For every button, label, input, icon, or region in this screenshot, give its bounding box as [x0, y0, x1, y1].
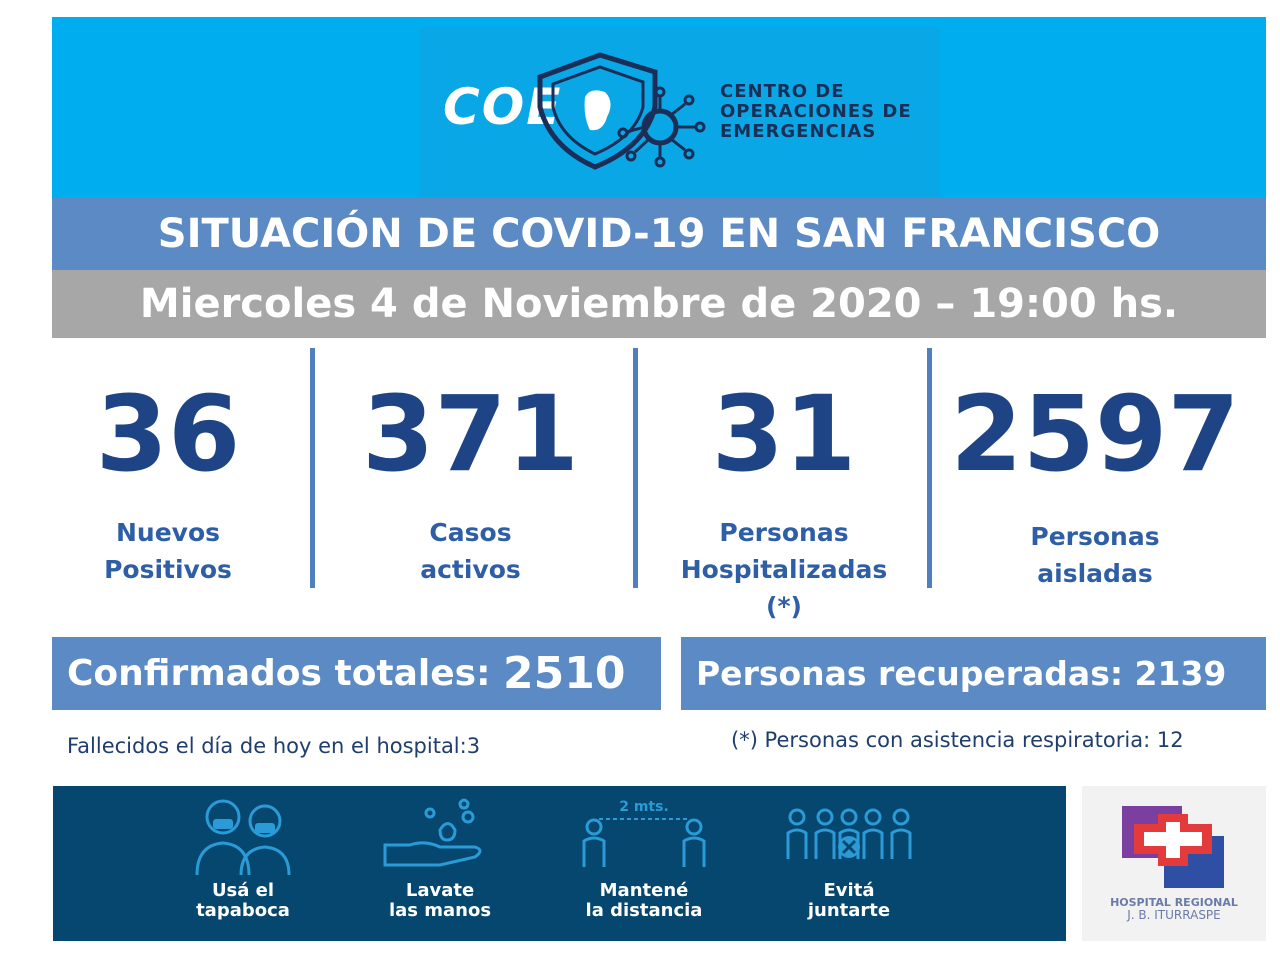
- stat-label-line: Personas: [1030, 522, 1160, 551]
- report-date: Miercoles 4 de Noviembre de 2020 – 19:00…: [52, 270, 1266, 338]
- social-distance-icon: 2 mts.: [582, 799, 706, 867]
- stat-label-line: Casos: [429, 518, 512, 547]
- coe-logo-text: CENTRO DE OPERACIONES DE EMERGENCIAS: [720, 82, 912, 142]
- tip-line: Usá el: [211, 880, 275, 901]
- tip-line: juntarte: [807, 900, 891, 921]
- mask-people-icon: [195, 799, 291, 875]
- tip-line: las manos: [388, 900, 492, 921]
- tip-line: tapaboca: [196, 900, 290, 921]
- recovered-total-label: Personas recuperadas:: [696, 654, 1135, 693]
- stat-label-line: aisladas: [1037, 559, 1153, 588]
- stat-value: 371: [361, 373, 580, 495]
- stat-label: Casos activos: [318, 514, 623, 588]
- deaths-note: Fallecidos el día de hoy en el hospital:…: [67, 734, 481, 758]
- stat-divider: [927, 348, 932, 588]
- coe-text-line: OPERACIONES DE: [720, 101, 912, 122]
- confirmed-total-value: 2510: [503, 648, 626, 699]
- stat-divider: [310, 348, 315, 588]
- stat-active-cases: 371 Casos activos: [318, 348, 623, 588]
- tip-wash-hands: Lavate las manos: [365, 795, 515, 921]
- confirmed-total-label: Confirmados totales:: [67, 653, 504, 694]
- stat-label: Personas Hospitalizadas (*): [641, 514, 927, 625]
- stat-label-line: (*): [766, 592, 802, 621]
- stat-value: 36: [95, 373, 241, 495]
- recovered-total-value: 2139: [1134, 654, 1227, 693]
- tip-line: Mantené: [599, 880, 689, 901]
- stat-value: 31: [711, 373, 857, 495]
- tip-mask: Usá el tapaboca: [168, 795, 318, 921]
- stat-label-line: Hospitalizadas: [680, 555, 888, 584]
- stat-label-line: Personas: [719, 518, 849, 547]
- stat-new-positives: 36 Nuevos Positivos: [52, 348, 284, 588]
- stat-label-line: Positivos: [104, 555, 232, 584]
- stat-label-line: Nuevos: [115, 518, 221, 547]
- stat-hospitalized: 31 Personas Hospitalizadas (*): [641, 348, 927, 625]
- tip-distance: 2 mts. Mantené la distancia: [569, 795, 719, 921]
- no-gathering-icon: [786, 808, 912, 859]
- respiratory-note: (*) Personas con asistencia respiratoria…: [731, 728, 1184, 752]
- coe-logo-plate: [420, 27, 940, 197]
- hospital-name: HOSPITAL REGIONAL J. B. ITURRASPE: [1082, 896, 1266, 922]
- confirmed-total-box: Confirmados totales: 2510: [52, 637, 661, 710]
- stat-label: Nuevos Positivos: [52, 514, 284, 588]
- hospital-name-line: J. B. ITURRASPE: [1127, 908, 1221, 922]
- tip-line: Evitá: [823, 880, 875, 901]
- stat-isolated: 2597 Personas aisladas: [935, 348, 1255, 592]
- stat-divider: [633, 348, 638, 588]
- coe-text-line: CENTRO DE: [720, 81, 845, 102]
- stat-value: 2597: [950, 373, 1240, 495]
- recovered-total-box: Personas recuperadas: 2139: [681, 637, 1266, 710]
- stat-label-line: activos: [420, 555, 521, 584]
- tip-line: la distancia: [585, 900, 703, 921]
- coe-text-line: EMERGENCIAS: [720, 121, 877, 142]
- distance-caption: 2 mts.: [619, 799, 669, 815]
- hospital-name-line: HOSPITAL REGIONAL: [1110, 896, 1238, 909]
- shield-virus-icon: [537, 52, 706, 170]
- hospital-cross-logo-icon: [1122, 806, 1224, 888]
- tip-line: Lavate: [405, 880, 475, 901]
- hand-washing-icon: [383, 798, 482, 867]
- page-title: SITUACIÓN DE COVID-19 EN SAN FRANCISCO: [52, 198, 1266, 270]
- stat-label: Personas aisladas: [935, 518, 1255, 592]
- tip-avoid-gathering: Evitá juntarte: [774, 795, 924, 921]
